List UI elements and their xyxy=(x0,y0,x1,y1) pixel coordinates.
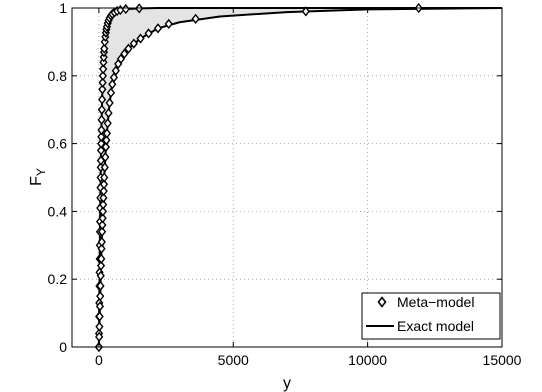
meta-model-marker xyxy=(98,219,107,231)
legend: Meta−model Exact model xyxy=(361,292,501,340)
meta-model-marker xyxy=(104,107,113,119)
meta-model-marker xyxy=(97,114,106,125)
meta-model-marker xyxy=(97,243,106,254)
meta-model-marker xyxy=(105,97,114,109)
y-tick-label: 0.8 xyxy=(48,68,68,84)
legend-meta-model-label: Meta−model xyxy=(397,294,474,310)
meta-model-marker xyxy=(96,291,105,302)
meta-model-marker xyxy=(116,53,126,64)
meta-model-marker xyxy=(103,118,112,129)
legend-exact-model-label: Exact model xyxy=(397,318,474,334)
meta-model-marker xyxy=(96,270,105,281)
meta-model-marker xyxy=(99,57,108,68)
meta-model-marker xyxy=(99,199,108,210)
y-tick-label: 0.6 xyxy=(48,136,68,152)
meta-model-marker xyxy=(99,179,109,190)
y-axis-label: FY xyxy=(28,168,48,186)
meta-model-marker xyxy=(98,70,108,81)
meta-model-marker xyxy=(164,18,173,30)
y-tick-label: 0 xyxy=(59,339,67,355)
meta-model-marker xyxy=(102,128,112,139)
meta-model-marker xyxy=(144,28,153,39)
meta-model-marker xyxy=(100,162,109,173)
meta-model-marker xyxy=(98,94,107,105)
plot-frame xyxy=(71,7,503,348)
meta-model-marker xyxy=(96,280,105,292)
meta-model-marker xyxy=(97,138,106,149)
meta-model-marker xyxy=(120,48,129,59)
legend-diamond-icon xyxy=(377,296,387,308)
y-tick-label: 0.4 xyxy=(48,203,68,219)
meta-model-marker xyxy=(124,43,133,54)
meta-model-marker xyxy=(95,331,104,342)
meta-model-marker xyxy=(96,145,106,156)
meta-model-marker xyxy=(95,321,104,332)
meta-model-marker xyxy=(95,311,104,322)
meta-model-marker xyxy=(99,192,108,203)
x-tick-label: 5000 xyxy=(218,352,249,368)
meta-model-marker xyxy=(129,38,138,49)
meta-model-marker xyxy=(100,36,109,48)
meta-model-marker xyxy=(101,141,110,153)
meta-model-marker xyxy=(95,301,105,312)
meta-model-marker xyxy=(102,135,111,146)
x-tick-label: 10000 xyxy=(348,352,387,368)
axis-ticks: 0 5000 10000 15000 0 0.2 0.4 0.6 0.8 1 xyxy=(48,0,522,368)
meta-model-marker xyxy=(99,185,108,197)
y-axis-label-main: F xyxy=(28,176,45,186)
meta-model-marker xyxy=(96,260,106,271)
y-tick-label: 0.2 xyxy=(48,271,68,287)
meta-model-marker xyxy=(97,104,106,115)
y-tick-label: 1 xyxy=(59,0,67,16)
meta-model-marker xyxy=(97,124,106,136)
meta-model-marker xyxy=(136,33,145,44)
meta-model-marker xyxy=(191,13,200,24)
meta-model-marker xyxy=(99,63,108,75)
meta-model-marker xyxy=(106,87,116,98)
x-tick-label: 15000 xyxy=(483,352,522,368)
meta-model-marker xyxy=(100,43,109,54)
grid xyxy=(72,8,502,347)
meta-model-marker xyxy=(153,23,163,34)
meta-model-marker xyxy=(97,253,106,264)
y-axis-label-subscript: Y xyxy=(34,168,48,176)
meta-model-marker xyxy=(97,131,106,142)
meta-model-marker xyxy=(100,172,109,183)
meta-model-marker xyxy=(301,6,310,17)
meta-model-marker xyxy=(98,226,107,237)
meta-model-marker xyxy=(98,77,107,88)
meta-model-marker xyxy=(98,84,107,95)
meta-model-marker xyxy=(98,213,107,224)
meta-model-marker xyxy=(101,152,110,163)
meta-model-marker xyxy=(98,206,108,217)
plot-background xyxy=(72,8,502,347)
meta-model-marker xyxy=(109,72,119,83)
meta-model-markers xyxy=(94,2,423,353)
x-axis-label: y xyxy=(283,375,291,392)
meta-model-marker xyxy=(97,236,106,248)
meta-model-marker xyxy=(111,65,120,76)
x-tick-label: 0 xyxy=(95,352,103,368)
y-axis-label-group: FY xyxy=(28,168,48,186)
